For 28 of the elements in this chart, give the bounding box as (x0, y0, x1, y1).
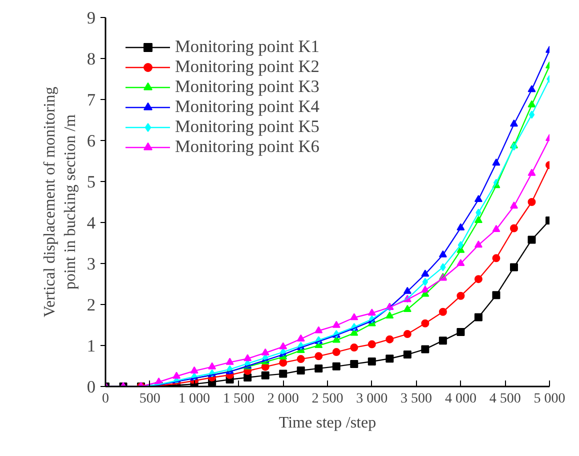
y-tick-label: 8 (86, 50, 96, 68)
x-tick-label: 5 000 (534, 392, 566, 406)
x-tick-label: 2 000 (267, 392, 299, 406)
legend-label: Monitoring point K2 (175, 57, 320, 77)
x-tick-label: 3 500 (400, 392, 432, 406)
y-tick-label: 9 (86, 8, 96, 28)
legend-label: Monitoring point K4 (175, 97, 320, 117)
x-tick-label: 4 500 (489, 392, 521, 406)
y-tick-label: 7 (86, 90, 96, 110)
legend-label: Monitoring point K5 (175, 117, 320, 137)
y-tick-label: 3 (86, 254, 96, 274)
y-tick-label: 2 (86, 296, 96, 314)
x-tick-label: 500 (139, 392, 160, 406)
y-tick-label: 1 (86, 336, 96, 356)
legend-label: Monitoring point K6 (175, 137, 320, 157)
x-axis-title: Time step /step (278, 414, 376, 432)
y-tick-label: 6 (86, 132, 96, 150)
y-tick-label: 4 (86, 214, 96, 232)
x-tick-label: 4 000 (444, 392, 476, 406)
x-tick-label: 1 000 (178, 392, 210, 406)
y-axis-title: Vertical displacement of monitoring point in bucking section /m (41, 86, 79, 318)
x-tick-label: 2 500 (312, 392, 344, 406)
y-tick-label: 5 (86, 172, 96, 192)
legend-label: Monitoring point K1 (175, 37, 320, 57)
x-tick-label: 3 000 (356, 392, 388, 406)
x-tick-label: 0 (102, 392, 109, 406)
legend-label: Monitoring point K3 (175, 77, 320, 97)
x-tick-label: 1 500 (222, 392, 254, 406)
